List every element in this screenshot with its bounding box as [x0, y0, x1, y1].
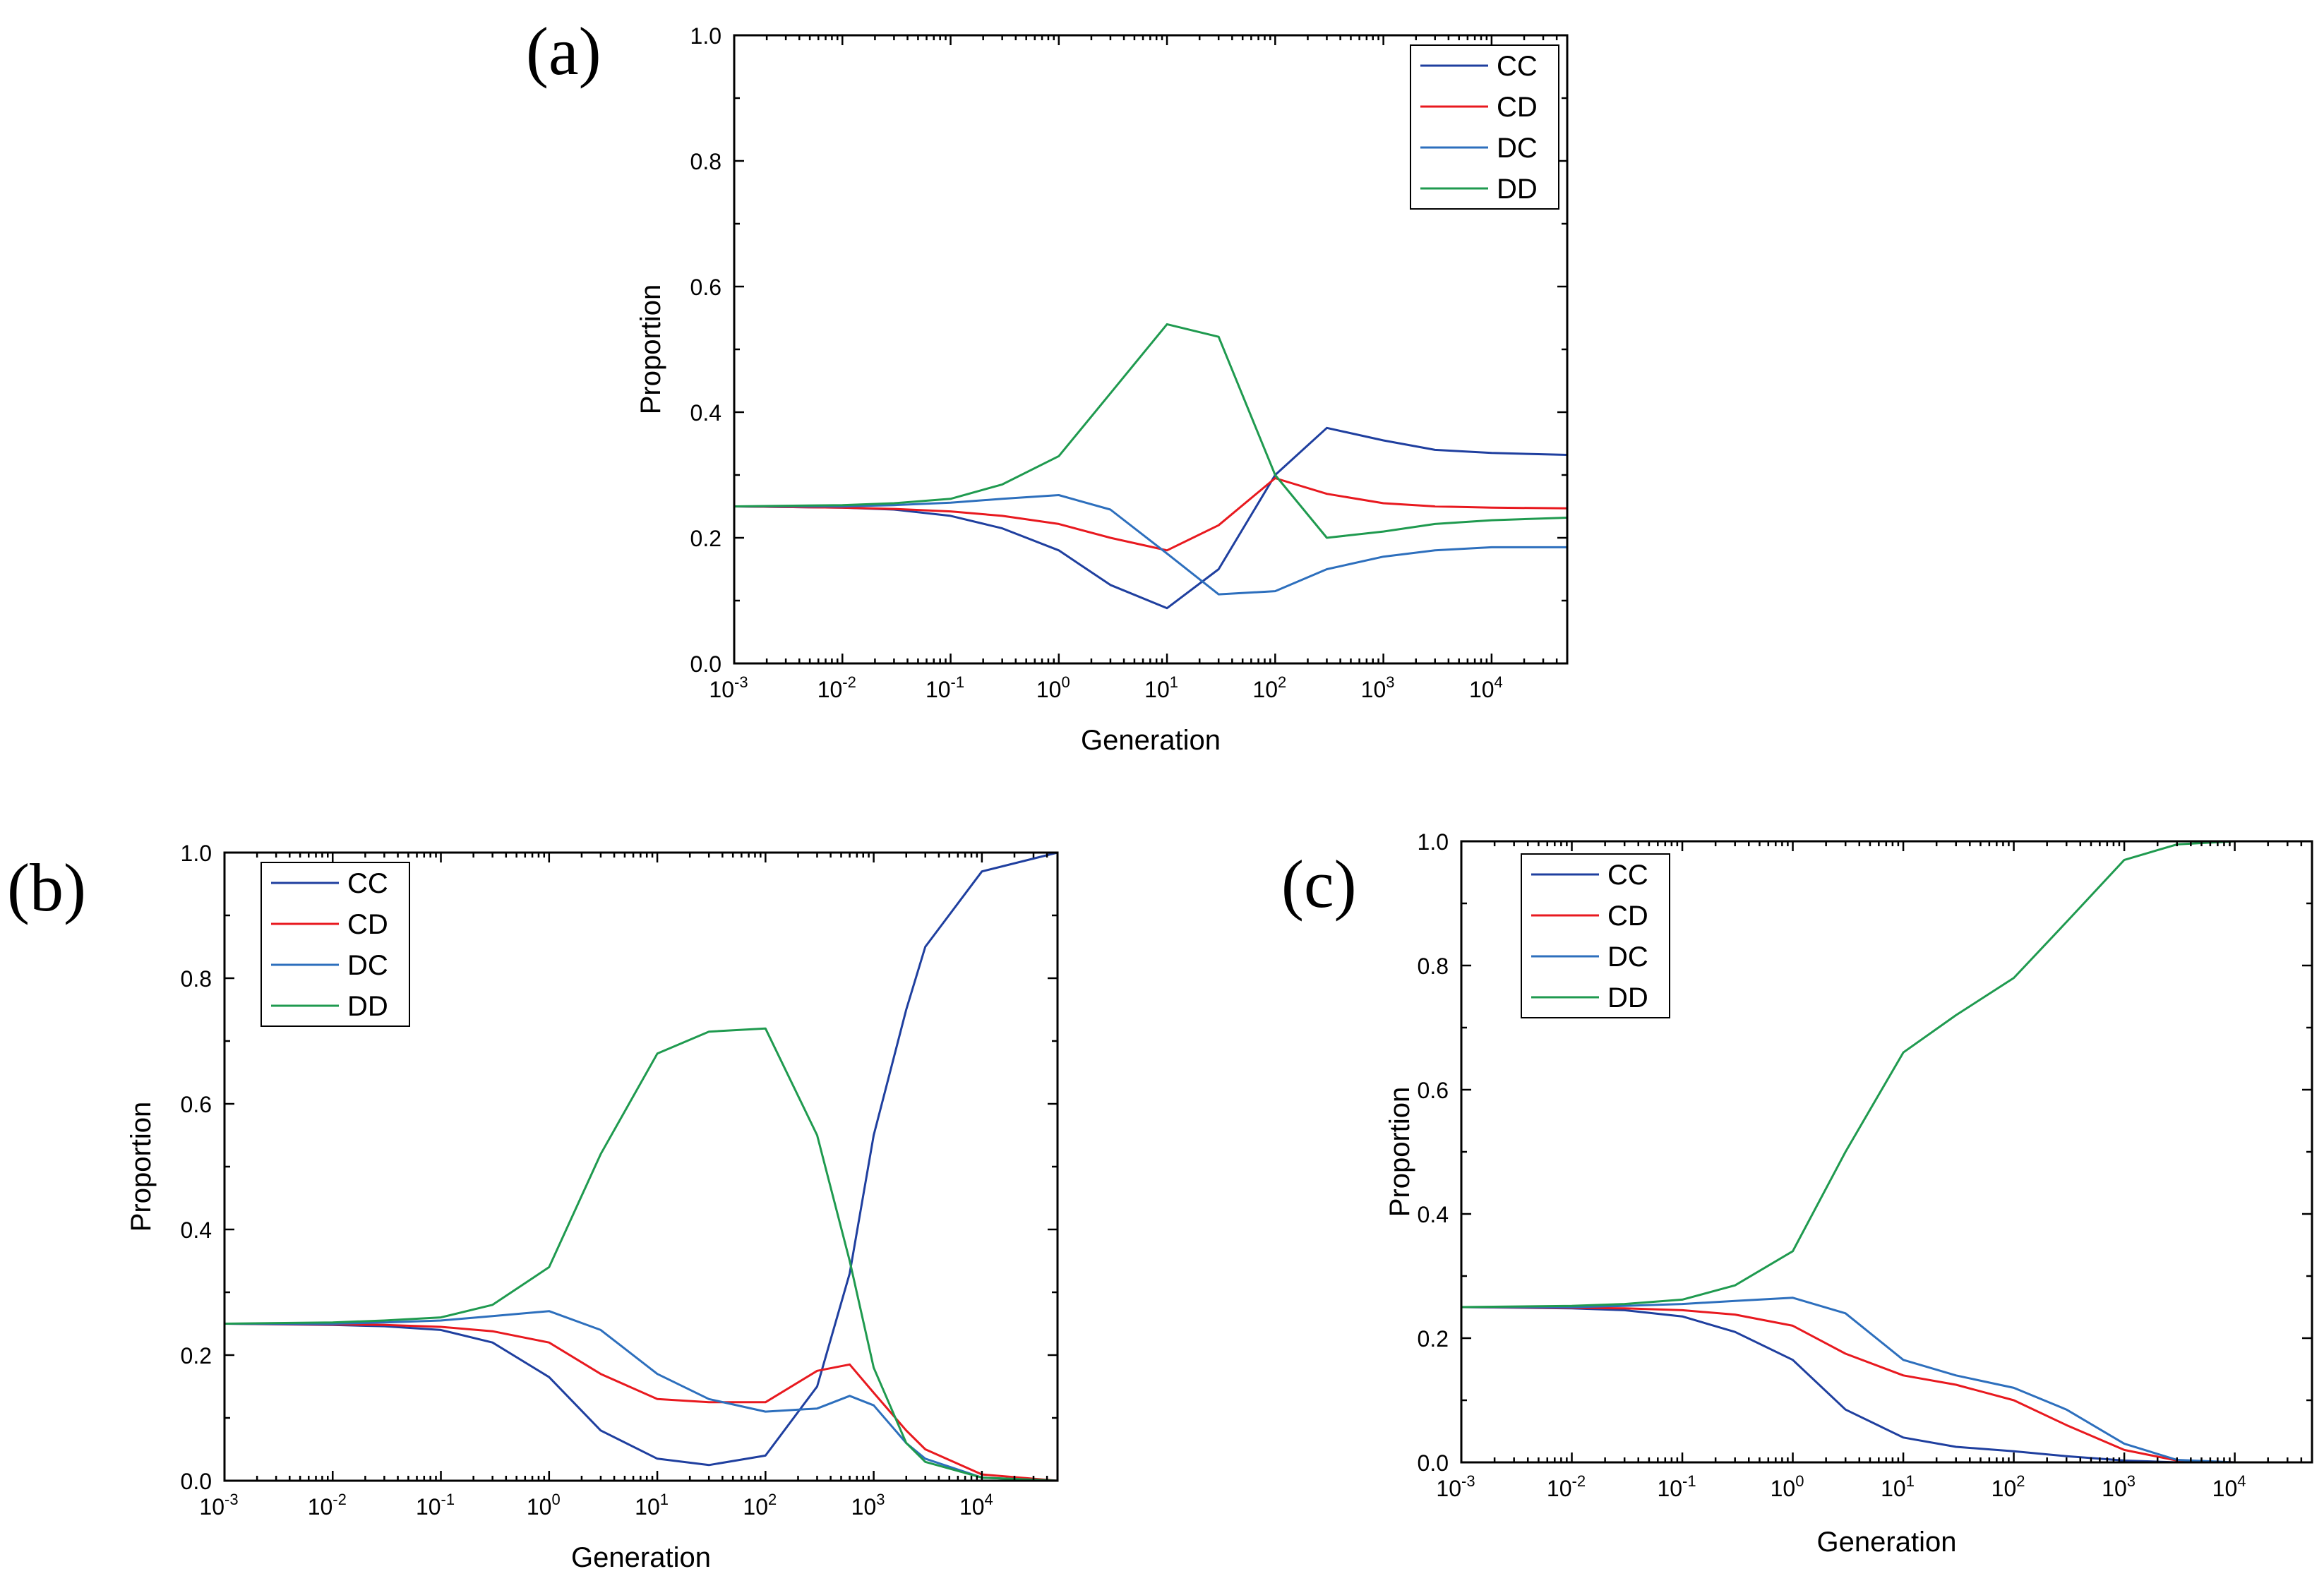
- legend-label-cd: CD: [347, 909, 388, 940]
- legend: CC CD DC DD: [1521, 853, 1670, 1018]
- series-line-dd: [733, 323, 1569, 539]
- x-tick-label: 104: [959, 1491, 993, 1520]
- y-axis-title: Proportion: [1384, 1087, 1415, 1217]
- series-line-cd: [223, 1323, 1059, 1482]
- y-axis-title: Proportion: [126, 1102, 157, 1232]
- legend-label-dd: DD: [1607, 982, 1648, 1013]
- series-line-dd: [1460, 840, 2313, 1309]
- y-tick-label: 1.0: [690, 23, 721, 49]
- x-tick-label: 100: [527, 1491, 561, 1520]
- x-tick-label: 101: [635, 1491, 669, 1520]
- series-group: [223, 851, 1059, 1482]
- series-line-dc: [223, 1310, 1059, 1482]
- y-tick-label: 0.2: [690, 526, 721, 551]
- x-tick-label: 104: [1469, 673, 1503, 702]
- legend-label-dc: DC: [347, 950, 388, 981]
- x-axis-title: Generation: [1817, 1527, 1957, 1558]
- x-tick-label: 10-2: [1547, 1472, 1586, 1501]
- series-line-cc: [223, 851, 1059, 1467]
- legend-label-dc: DC: [1497, 133, 1538, 164]
- legend-box: [260, 862, 410, 1027]
- x-tick-label: 10-3: [199, 1491, 238, 1520]
- x-axis-title: Generation: [1081, 725, 1221, 756]
- x-tick-label: 103: [851, 1491, 885, 1520]
- legend-label-dc: DC: [1607, 942, 1648, 973]
- x-tick-label: 102: [1991, 1472, 2025, 1501]
- series-line-cd: [733, 477, 1569, 552]
- y-tick-label: 0.8: [690, 149, 721, 174]
- x-tick-label: 10-2: [817, 673, 856, 702]
- x-tick-label: 10-1: [926, 673, 964, 702]
- x-tick-label: 10-1: [416, 1491, 455, 1520]
- y-tick-label: 0.0: [181, 1469, 212, 1494]
- x-tick-label: 103: [2102, 1472, 2136, 1501]
- series-group: [733, 323, 1569, 610]
- x-tick-label: 104: [2212, 1472, 2246, 1501]
- legend-label-cc: CC: [1497, 51, 1538, 82]
- panel-label: (b): [7, 850, 86, 925]
- legend-box: [1521, 853, 1670, 1018]
- y-tick-label: 0.6: [690, 275, 721, 300]
- legend-label-cd: CD: [1497, 92, 1538, 123]
- y-tick-label: 0.6: [1418, 1078, 1449, 1103]
- legend-label-dd: DD: [347, 991, 388, 1022]
- panel-2: (b) 0.0 0.2 0.4 0.6 0.8 1.0 10-3 10-2 10-1 100 101 1…: [7, 841, 1059, 1573]
- y-tick-label: 0.0: [690, 651, 721, 677]
- legend: CC CD DC DD: [260, 862, 410, 1027]
- y-tick-label: 0.8: [181, 966, 212, 992]
- y-tick-label: 1.0: [1418, 829, 1449, 855]
- x-tick-label: 100: [1036, 673, 1070, 702]
- y-tick-label: 1.0: [181, 841, 212, 866]
- x-tick-label: 101: [1144, 673, 1178, 702]
- y-tick-label: 0.4: [1418, 1202, 1449, 1227]
- x-tick-label: 10-1: [1657, 1472, 1696, 1501]
- series-line-dd: [223, 1027, 1059, 1482]
- x-tick-label: 100: [1771, 1472, 1804, 1501]
- series-line-cd: [1460, 1306, 2313, 1464]
- y-tick-label: 0.2: [181, 1343, 212, 1369]
- y-tick-label: 0.4: [181, 1217, 212, 1243]
- legend-box: [1410, 44, 1559, 210]
- x-axis-title: Generation: [571, 1542, 711, 1573]
- x-tick-label: 10-3: [709, 673, 748, 702]
- x-tick-label: 101: [1881, 1472, 1915, 1501]
- x-tick-label: 10-3: [1436, 1472, 1475, 1501]
- y-tick-label: 0.2: [1418, 1326, 1449, 1352]
- x-tick-label: 10-2: [308, 1491, 347, 1520]
- y-tick-label: 0.8: [1418, 954, 1449, 979]
- series-line-cc: [1460, 1306, 2313, 1464]
- legend-label-cd: CD: [1607, 901, 1648, 932]
- y-tick-label: 0.4: [690, 400, 721, 426]
- panel-label: (a): [526, 13, 601, 89]
- legend-label-cc: CC: [347, 868, 388, 899]
- x-tick-label: 102: [743, 1491, 777, 1520]
- x-tick-label: 102: [1252, 673, 1286, 702]
- y-axis-title: Proportion: [635, 284, 666, 415]
- legend-label-cc: CC: [1607, 860, 1648, 891]
- series-line-dc: [1460, 1297, 2313, 1464]
- panel-3: (c) 0.0 0.2 0.4 0.6 0.8 1.0 10-3 10-2 10-1 100 101 1…: [1281, 829, 2313, 1558]
- legend-label-dd: DD: [1497, 174, 1538, 205]
- y-tick-label: 0.0: [1418, 1450, 1449, 1476]
- panel-1: (a) 0.0 0.2 0.4 0.6 0.8 1.0 10-3 10-2 10-1 100 101 1…: [526, 13, 1569, 756]
- panel-label: (c): [1281, 846, 1357, 922]
- x-tick-label: 103: [1361, 673, 1395, 702]
- legend: CC CD DC DD: [1410, 44, 1559, 210]
- series-line-dc: [733, 494, 1569, 596]
- y-tick-label: 0.6: [181, 1092, 212, 1117]
- series-line-cc: [733, 426, 1569, 610]
